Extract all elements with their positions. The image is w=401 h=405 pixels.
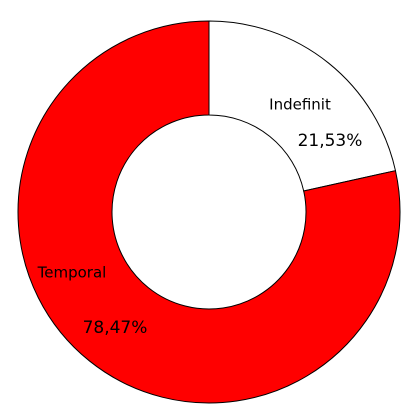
donut-slice xyxy=(17,20,401,404)
value-label: 21,53% xyxy=(298,131,363,151)
category-label: Temporal xyxy=(37,264,107,282)
donut-slice xyxy=(208,20,397,192)
value-label: 78,47% xyxy=(83,318,148,338)
category-label: Indefinit xyxy=(269,96,331,114)
